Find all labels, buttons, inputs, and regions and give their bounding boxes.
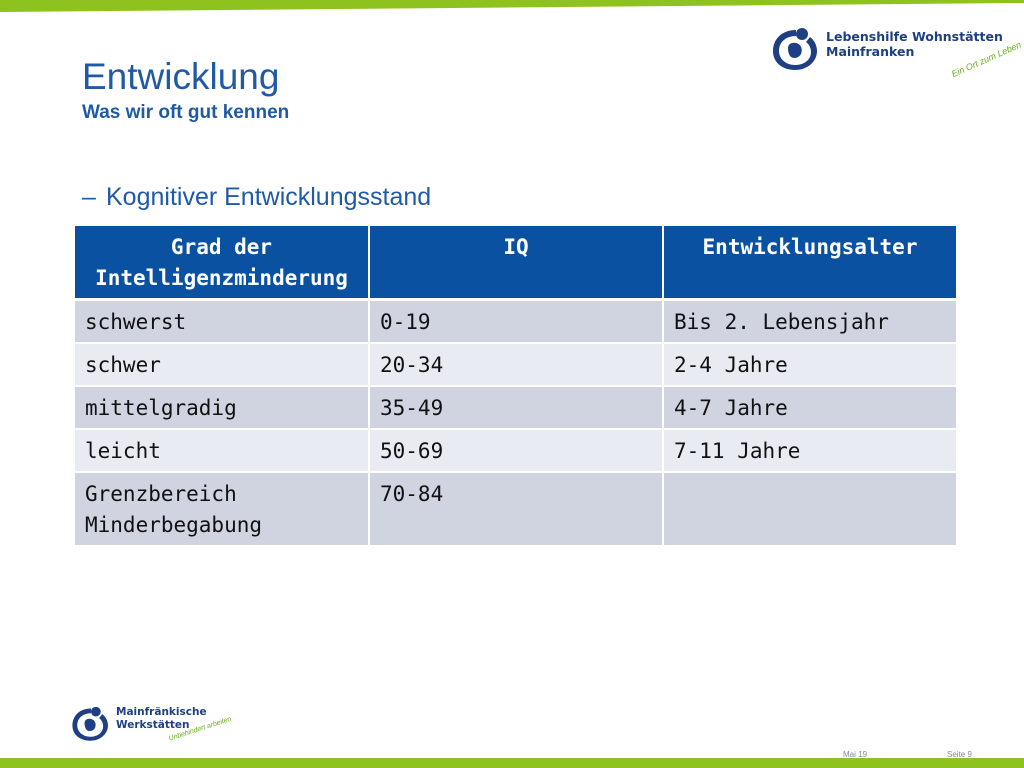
lebenshilfe-logo-icon xyxy=(72,706,108,741)
page-title: Entwicklung xyxy=(82,56,280,97)
table-cell: 35-49 xyxy=(369,386,664,430)
table-row: schwerst 0-19 Bis 2. Lebensjahr xyxy=(75,299,956,344)
table-row: leicht 50-69 7-11 Jahre xyxy=(75,429,956,473)
bullet-point: – Kognitiver Entwicklungsstand xyxy=(82,185,431,210)
table-cell: 2-4 Jahre xyxy=(663,343,956,387)
header-cell-development-age: Entwicklungsalter xyxy=(663,226,956,301)
bullet-text: Kognitiver Entwicklungsstand xyxy=(106,183,432,211)
table-cell: schwerst xyxy=(75,299,370,344)
logo-name-text: Mainfränkische Werkstätten xyxy=(116,706,207,731)
table-cell: 70-84 xyxy=(369,472,664,547)
table-cell: 50-69 xyxy=(369,429,664,473)
table-cell: 4-7 Jahre xyxy=(663,386,956,430)
development-table: Grad der Intelligenzminderung IQ Entwick… xyxy=(75,226,956,547)
page-subtitle: Was wir oft gut kennen xyxy=(82,102,290,123)
table-header-row: Grad der Intelligenzminderung IQ Entwick… xyxy=(75,226,956,301)
footer-page-number: Seite 9 xyxy=(947,750,972,759)
table-cell: 0-19 xyxy=(369,299,664,344)
table-row: schwer 20-34 2-4 Jahre xyxy=(75,343,956,387)
lebenshilfe-logo-icon xyxy=(773,28,817,70)
bullet-dash: – xyxy=(82,183,96,211)
table-row: Grenzbereich Minderbegabung 70-84 xyxy=(75,472,956,547)
table-row: mittelgradig 35-49 4-7 Jahre xyxy=(75,386,956,430)
top-accent-bar xyxy=(0,0,1024,13)
table-cell: Grenzbereich Minderbegabung xyxy=(75,472,370,547)
logo-name-text: Lebenshilfe Wohnstätten Mainfranken xyxy=(826,29,1003,59)
logo-mainfraenkische-werkstaetten: Mainfränkische Werkstätten Unbehindert a… xyxy=(70,703,232,747)
header-cell-iq: IQ xyxy=(369,226,664,301)
footer-date: Mai 19 xyxy=(843,750,868,759)
table-cell: 20-34 xyxy=(369,343,664,387)
header-cell-degree: Grad der Intelligenzminderung xyxy=(75,226,370,301)
table-cell: mittelgradig xyxy=(75,386,370,430)
table-cell xyxy=(663,472,956,547)
logo-lebenshilfe-wohnstaetten: Lebenshilfe Wohnstätten Mainfranken Ein … xyxy=(770,24,1023,84)
bottom-accent-bar xyxy=(0,758,1024,768)
table-cell: leicht xyxy=(75,429,370,473)
table-cell: Bis 2. Lebensjahr xyxy=(663,299,956,344)
table-cell: schwer xyxy=(75,343,370,387)
table-cell: 7-11 Jahre xyxy=(663,429,956,473)
